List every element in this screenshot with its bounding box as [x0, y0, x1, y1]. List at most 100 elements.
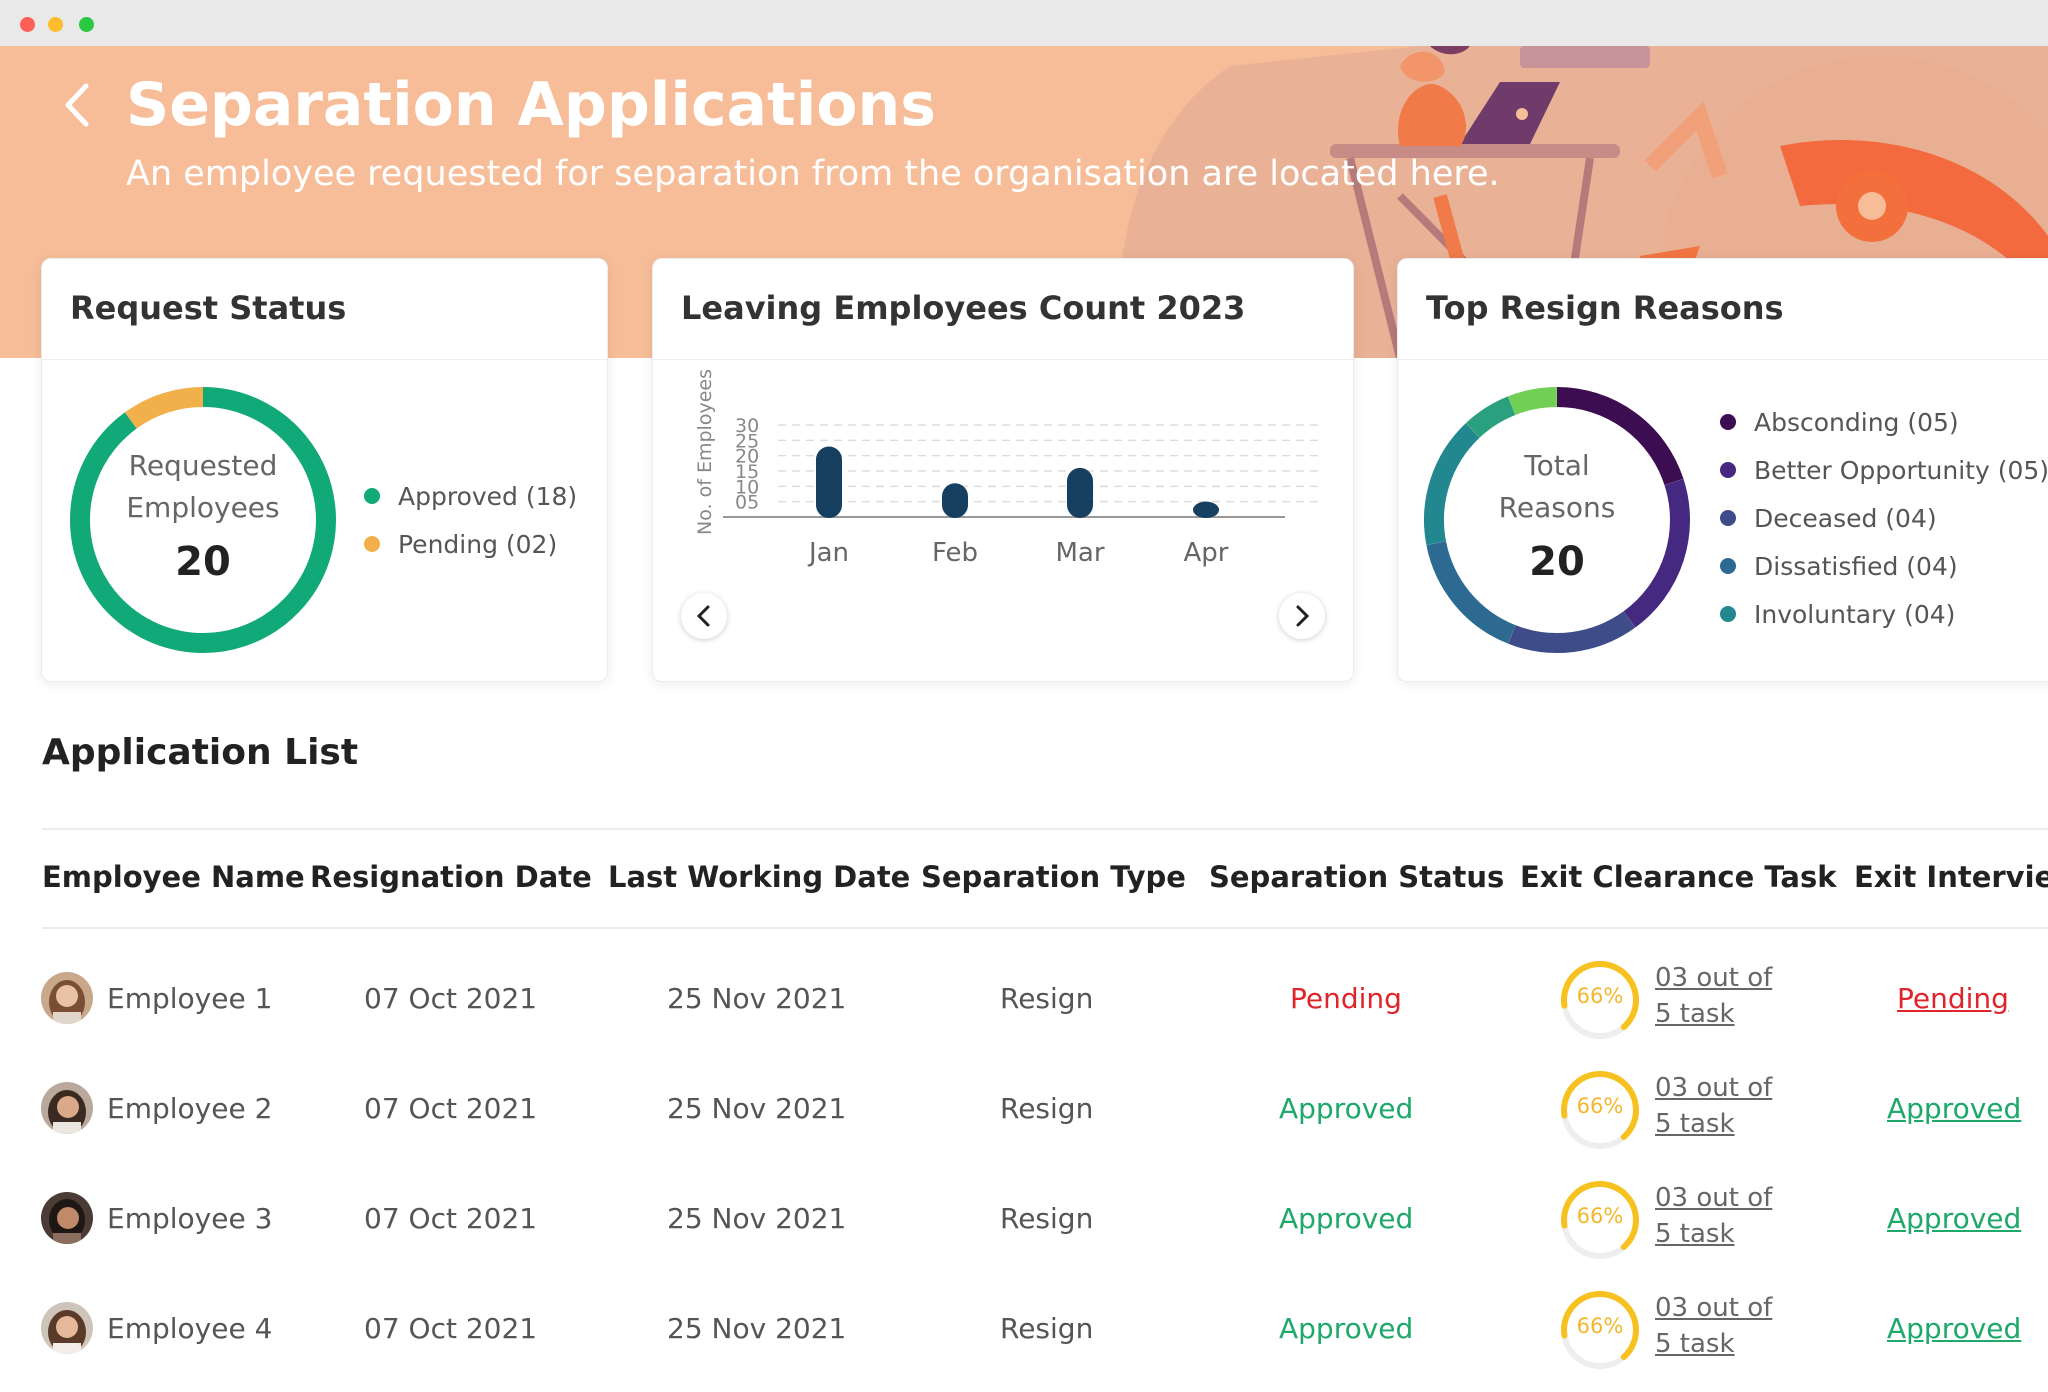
chart-prev-button[interactable]	[681, 593, 727, 639]
donut-segment-3	[1426, 541, 1516, 644]
separation-status: Approved	[1279, 1312, 1414, 1345]
exit-interview-link[interactable]: Pending	[1897, 982, 2009, 1015]
ring-progress	[1561, 1291, 1639, 1361]
employee-avatar	[41, 1082, 93, 1134]
exit-interview-link[interactable]: Approved	[1887, 1092, 2022, 1125]
task-progress-ring	[1561, 1291, 1639, 1369]
y-tick-label: 20	[735, 446, 759, 468]
resignation-date: 07 Oct 2021	[364, 982, 538, 1015]
exit-clearance-task-link[interactable]: 03 out of 5 task	[1655, 1293, 1773, 1359]
request-status-donut-chart	[70, 387, 336, 653]
table-row[interactable]: Employee 4 07 Oct 2021 25 Nov 2021 Resig…	[0, 1274, 2048, 1384]
task-progress-ring	[1561, 961, 1639, 1039]
y-tick-label: 30	[735, 415, 759, 437]
legend-item-approved: Approved (18)	[364, 473, 577, 521]
total-reasons-count: 20	[1529, 539, 1585, 585]
employee-name[interactable]: Employee 4	[107, 1312, 273, 1345]
y-tick-label: 05	[735, 492, 759, 514]
legend-swatch	[1720, 606, 1736, 622]
donut-segment-0	[1556, 387, 1684, 486]
legend-label: Deceased (04)	[1754, 504, 1937, 533]
donut-segment-approved	[70, 387, 336, 653]
last-working-date: 25 Nov 2021	[667, 982, 847, 1015]
column-header-separation-status[interactable]: Separation Status	[1209, 860, 1505, 894]
bar-mar[interactable]	[1067, 467, 1093, 518]
task-progress-ring	[1561, 1181, 1639, 1259]
resignation-date: 07 Oct 2021	[364, 1202, 538, 1235]
request-status-title: Request Status	[70, 289, 347, 327]
back-arrow-icon[interactable]	[60, 82, 94, 128]
column-header-last-working-date[interactable]: Last Working Date	[608, 860, 911, 894]
exit-clearance-task-link[interactable]: 03 out of 5 task	[1655, 1073, 1773, 1139]
exit-interview-link[interactable]: Approved	[1887, 1202, 2022, 1235]
exit-interview-link[interactable]: Approved	[1887, 1312, 2022, 1345]
employee-name[interactable]: Employee 2	[107, 1092, 273, 1125]
column-header-employee-name[interactable]: Employee Name	[42, 860, 305, 894]
legend-item-dissatisfied: Dissatisfied (04)	[1720, 543, 2048, 591]
legend-item-absconding: Absconding (05)	[1720, 399, 2048, 447]
legend-label: Dissatisfied (04)	[1754, 552, 1958, 581]
application-list-title: Application List	[42, 732, 359, 773]
resign-reasons-legend: Absconding (05) Better Opportunity (05) …	[1720, 399, 2048, 639]
bar-jan[interactable]	[816, 446, 842, 518]
donut-segment-4	[1424, 423, 1480, 545]
requested-employees-total: 20	[175, 539, 231, 585]
exit-clearance-task-link[interactable]: 03 out of 5 task	[1655, 963, 1773, 1029]
y-axis-label: No. of Employees	[694, 369, 716, 535]
table-row[interactable]: Employee 2 07 Oct 2021 25 Nov 2021 Resig…	[0, 1054, 2048, 1164]
top-resign-reasons-title: Top Resign Reasons	[1426, 289, 1784, 327]
separation-status: Approved	[1279, 1092, 1414, 1125]
legend-label: Approved (18)	[398, 482, 578, 511]
leaving-employees-card: Leaving Employees Count 2023 No. of Empl…	[652, 258, 1354, 682]
column-header-separation-type[interactable]: Separation Type	[921, 860, 1186, 894]
last-working-date: 25 Nov 2021	[667, 1202, 847, 1235]
legend-swatch	[1720, 414, 1736, 430]
page-title: Separation Applications	[126, 70, 936, 140]
donut-segment-5	[1465, 396, 1516, 438]
table-row[interactable]: Employee 3 07 Oct 2021 25 Nov 2021 Resig…	[0, 1164, 2048, 1274]
resignation-date: 07 Oct 2021	[364, 1092, 538, 1125]
column-header-exit-clearance-task[interactable]: Exit Clearance Task	[1520, 860, 1837, 894]
donut-segment-2	[1508, 611, 1636, 653]
resign-reasons-donut-center: Total Reasons 20	[1422, 445, 1692, 583]
legend-swatch	[364, 488, 380, 504]
chevron-right-icon	[1296, 605, 1310, 627]
x-tick-label: Jan	[807, 538, 849, 568]
last-working-date: 25 Nov 2021	[667, 1092, 847, 1125]
ring-progress	[1561, 1181, 1639, 1251]
employee-name[interactable]: Employee 1	[107, 982, 273, 1015]
exit-clearance-task-link[interactable]: 03 out of 5 task	[1655, 1183, 1773, 1249]
bar-apr[interactable]	[1193, 501, 1219, 518]
chart-next-button[interactable]	[1279, 593, 1325, 639]
column-header-exit-interview[interactable]: Exit Interview	[1854, 860, 2048, 894]
employee-avatar	[41, 972, 93, 1024]
employee-name[interactable]: Employee 3	[107, 1202, 273, 1235]
y-tick-label: 15	[735, 461, 759, 483]
legend-label: Better Opportunity (05)	[1754, 456, 2048, 485]
table-row[interactable]: Employee 1 07 Oct 2021 25 Nov 2021 Resig…	[0, 944, 2048, 1054]
x-tick-label: Apr	[1184, 538, 1229, 568]
close-window-button[interactable]	[20, 17, 35, 32]
donut-segment-pending	[124, 387, 204, 429]
minimize-window-button[interactable]	[48, 17, 63, 32]
resignation-date: 07 Oct 2021	[364, 1312, 538, 1345]
x-tick-label: Mar	[1055, 538, 1104, 568]
column-header-resignation-date[interactable]: Resignation Date	[310, 860, 592, 894]
donut-segment-6	[1508, 387, 1558, 416]
request-status-legend: Approved (18) Pending (02)	[364, 473, 577, 569]
y-tick-label: 25	[735, 430, 759, 452]
task-progress-ring	[1561, 1071, 1639, 1149]
bar-feb[interactable]	[942, 483, 968, 518]
maximize-window-button[interactable]	[79, 17, 94, 32]
leaving-employees-title: Leaving Employees Count 2023	[681, 289, 1246, 327]
legend-swatch	[1720, 510, 1736, 526]
donut-label-line1: Requested	[128, 449, 278, 482]
last-working-date: 25 Nov 2021	[667, 1312, 847, 1345]
legend-item-better-opportunity: Better Opportunity (05)	[1720, 447, 2048, 495]
request-status-card: Request Status Requested Employees 20 Ap…	[41, 258, 608, 682]
separation-status: Approved	[1279, 1202, 1414, 1235]
donut-label-line2: Employees	[126, 491, 280, 524]
separation-status: Pending	[1290, 982, 1402, 1015]
ring-progress	[1561, 1071, 1639, 1141]
